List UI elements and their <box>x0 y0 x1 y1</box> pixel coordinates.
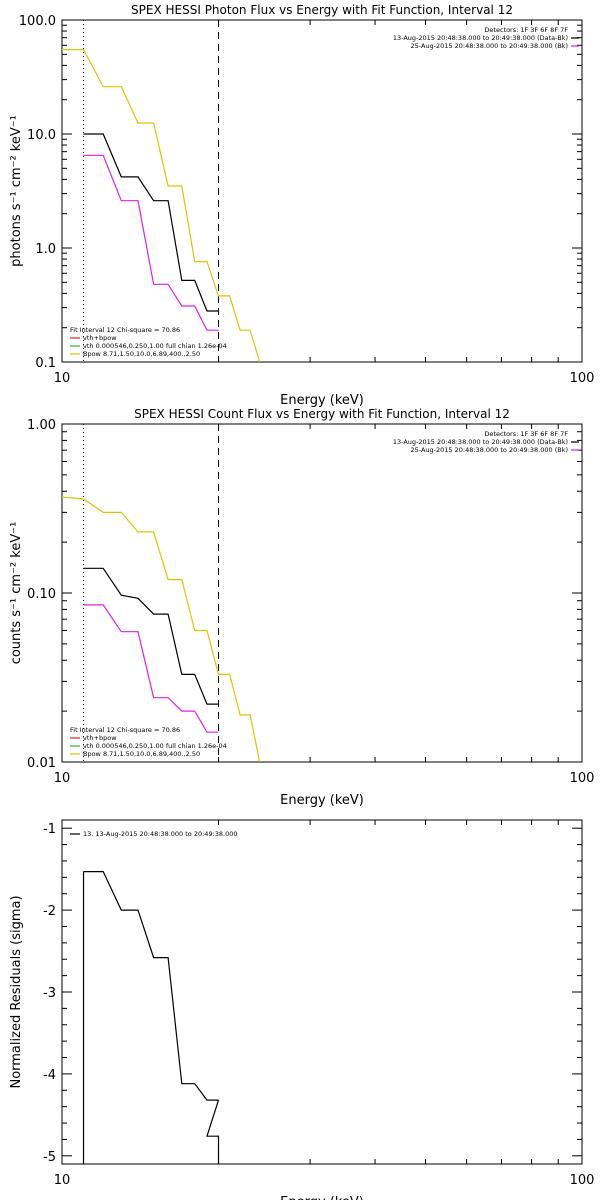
header-text: Detectors: 1F 3F 6F 8F 7F <box>484 430 568 438</box>
header-text: 13-Aug-2015 20:48:38.000 to 20:49:38.000… <box>393 438 568 446</box>
series-1-line <box>83 133 219 312</box>
y-tick-label: 100.0 <box>19 14 56 29</box>
x-tick-label: 10 <box>54 771 71 786</box>
legend-label: vth 0.000546,0.250,1.00 full chian 1.26e… <box>83 342 227 350</box>
chart-title: SPEX HESSI Photon Flux vs Energy with Fi… <box>131 3 513 17</box>
x-tick-label: 100 <box>570 1173 595 1188</box>
x-axis-label: Energy (keV) <box>280 393 364 408</box>
header-text: 25-Aug-2015 20:48:38.000 to 20:49:38.000… <box>411 42 568 50</box>
y-tick-label: 1.00 <box>27 418 56 433</box>
y-tick-label: -4 <box>43 1068 56 1083</box>
chart-panel-1: SPEX HESSI Photon Flux vs Energy with Fi… <box>9 3 594 408</box>
y-tick-label: 10.0 <box>27 128 56 143</box>
series-3-line <box>62 49 261 363</box>
x-tick-label: 100 <box>570 371 595 386</box>
y-axis-label: counts s⁻¹ cm⁻² keV⁻¹ <box>9 522 24 665</box>
y-axis-label: photons s⁻¹ cm⁻² keV⁻¹ <box>9 115 24 267</box>
series-1-line <box>83 567 219 705</box>
y-tick-label: -5 <box>43 1150 56 1165</box>
y-tick-label: -2 <box>43 904 56 919</box>
legend-label: vth+bpow <box>83 734 117 742</box>
series-3-line <box>61 496 261 763</box>
header-text: 25-Aug-2015 20:48:38.000 to 20:49:38.000… <box>411 446 568 454</box>
y-tick-label: -1 <box>43 822 56 837</box>
chart-title: SPEX HESSI Count Flux vs Energy with Fit… <box>134 407 510 421</box>
plot-frame <box>61 19 583 363</box>
plot-frame <box>61 423 583 763</box>
header-text: Detectors: 1F 3F 6F 8F 7F <box>484 26 568 34</box>
chart-panel-2: SPEX HESSI Count Flux vs Energy with Fit… <box>9 407 594 808</box>
y-tick-label: 0.01 <box>27 756 56 771</box>
x-tick-label: 100 <box>570 771 595 786</box>
x-axis-label: Energy (keV) <box>280 793 364 808</box>
y-axis-label: Normalized Residuals (sigma) <box>9 895 24 1088</box>
legend-title: Fit Interval 12 Chi-square = 70.86 <box>70 326 180 334</box>
plot-frame <box>61 819 583 1165</box>
legend-label: 13. 13-Aug-2015 20:48:38.000 to 20:49:38… <box>83 830 238 838</box>
chart-panel-3: 10 100 -5 -4 -3 -2 -1 Energy (keV) Normalized Re… <box>9 819 595 1200</box>
y-tick-label: 1.0 <box>35 242 56 257</box>
legend-title: Fit Interval 12 Chi-square = 70.86 <box>70 726 180 734</box>
legend-label: Bpow 8.71,1.50,10.0,6.89,400.,2.50 <box>83 750 200 758</box>
y-tick-label: 0.1 <box>35 356 56 371</box>
series-2-line <box>83 154 219 331</box>
y-tick-label: -3 <box>43 986 56 1001</box>
y-tick-label: 0.10 <box>27 587 56 602</box>
x-tick-label: 10 <box>54 1173 71 1188</box>
legend-label: vth+bpow <box>83 334 117 342</box>
legend-label: vth 0.000546,0.250,1.00 full chian 1.26e… <box>83 742 227 750</box>
series-2-line <box>83 604 219 733</box>
legend-label: Bpow 8.71,1.50,10.0,6.89,400.,2.50 <box>83 350 200 358</box>
x-axis-label: Energy (keV) <box>280 1195 364 1200</box>
x-tick-label: 10 <box>54 371 71 386</box>
header-text: 13-Aug-2015 20:48:38.000 to 20:49:38.000… <box>393 34 568 42</box>
series-tail-line <box>206 1099 220 1164</box>
series-1-line <box>83 871 219 1101</box>
